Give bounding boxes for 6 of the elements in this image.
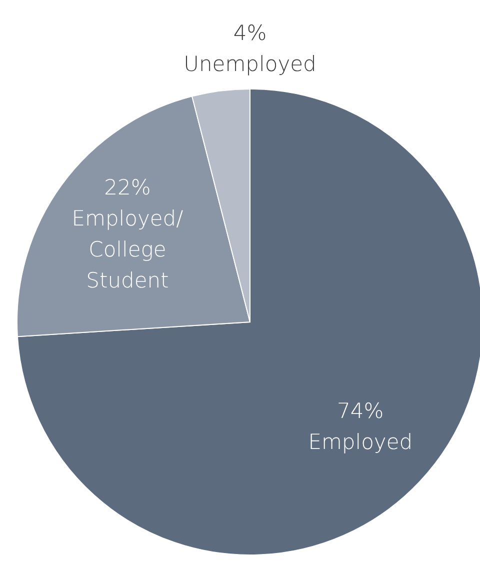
slice-label: Employed/ College Student <box>72 206 184 292</box>
data-label: 74% <box>337 399 384 424</box>
slice-label: Unemployed <box>184 52 316 76</box>
slice-label: Employed <box>308 430 413 454</box>
data-label: 22% <box>104 175 151 200</box>
data-label: 4% <box>233 21 267 45</box>
